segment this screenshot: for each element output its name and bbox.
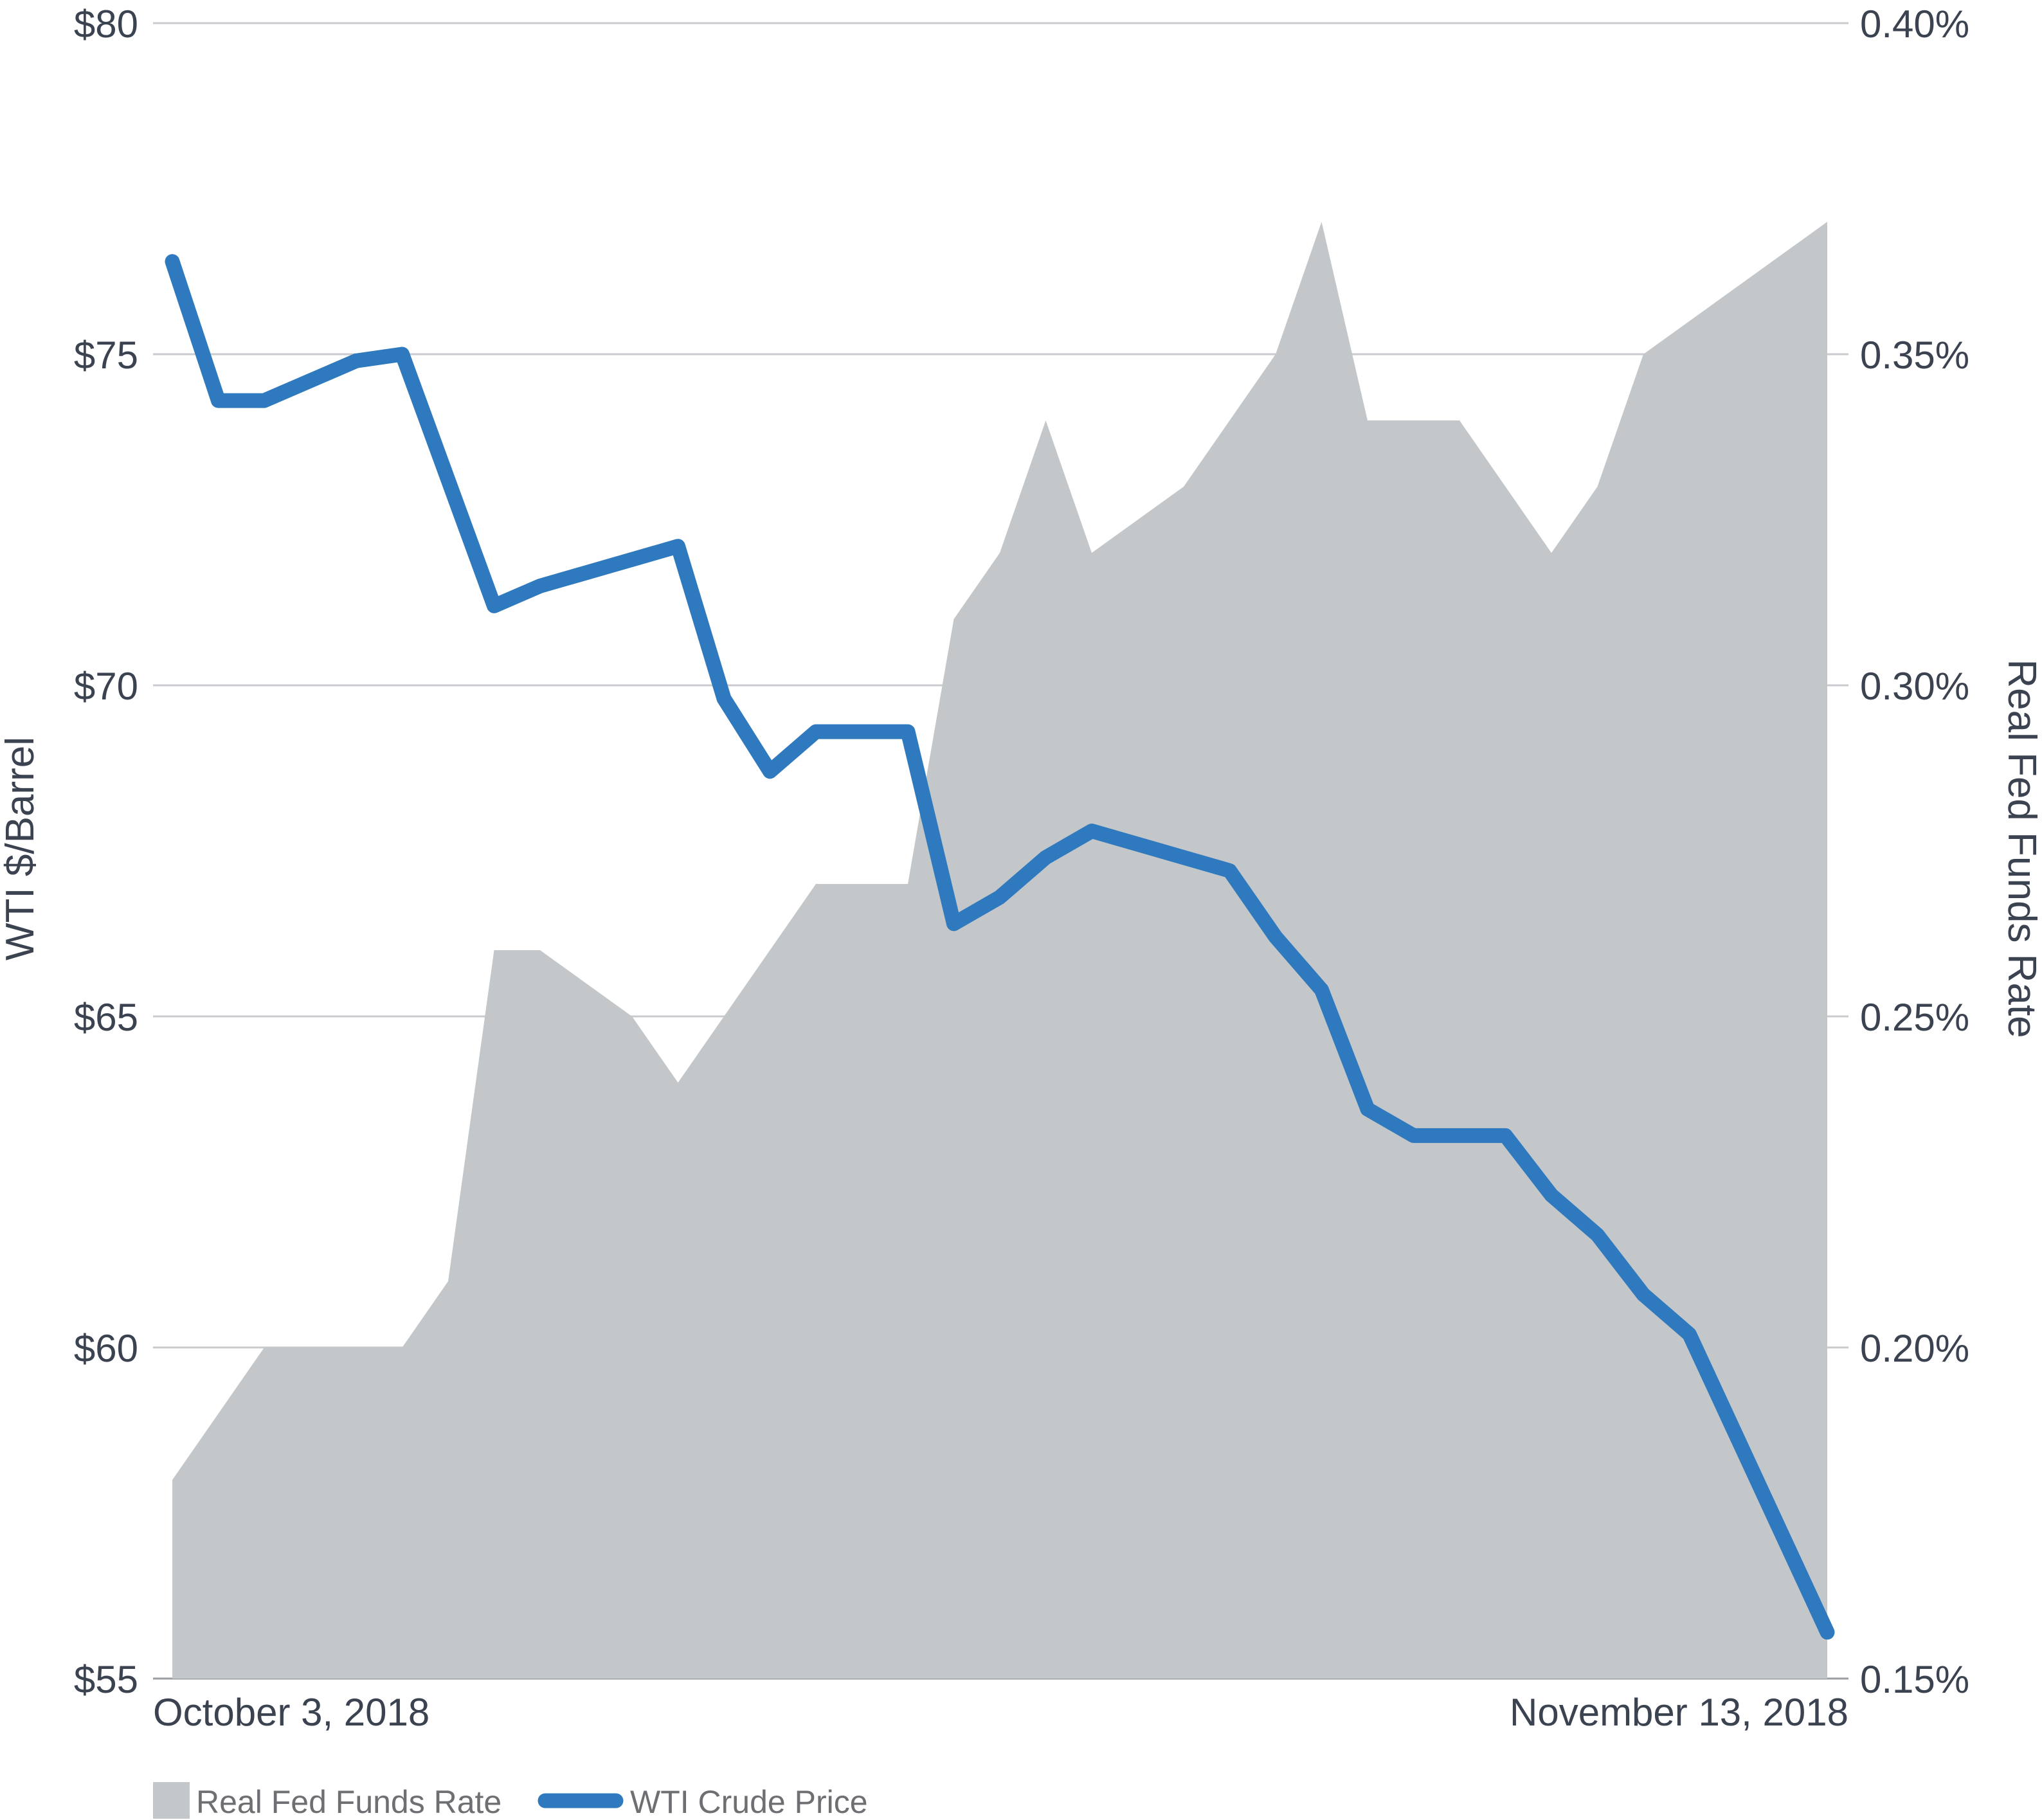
real-fed-funds-rate-area (172, 222, 1827, 1679)
legend: Real Fed Funds Rate WTI Crude Price (153, 1782, 868, 1820)
left-tick-label: $60 (74, 1327, 138, 1370)
left-tick-label: $80 (74, 3, 138, 46)
left-tick-label: $55 (74, 1658, 138, 1701)
left-tick-label: $65 (74, 996, 138, 1039)
left-axis-ticks: $80 $75 $70 $65 $60 $55 (74, 3, 138, 1701)
x-axis-end-label: November 13, 2018 (1510, 1691, 1848, 1734)
right-tick-label: 0.35% (1860, 334, 1969, 377)
right-axis-ticks: 0.40% 0.35% 0.30% 0.25% 0.20% 0.15% (1860, 3, 1969, 1701)
legend-area-swatch (153, 1782, 190, 1819)
wti-crude-price-line (165, 254, 1835, 1640)
right-tick-label: 0.30% (1860, 665, 1969, 708)
left-axis-title: WTI $/Barrel (0, 737, 42, 960)
right-tick-label: 0.25% (1860, 996, 1969, 1039)
legend-area-label: Real Fed Funds Rate (196, 1784, 501, 1820)
left-tick-label: $75 (74, 334, 138, 377)
right-tick-label: 0.15% (1860, 1658, 1969, 1701)
right-tick-label: 0.40% (1860, 3, 1969, 46)
right-tick-label: 0.20% (1860, 1327, 1969, 1370)
right-axis-title: Real Fed Funds Rate (2000, 659, 2042, 1038)
x-axis-start-label: October 3, 2018 (153, 1691, 429, 1734)
left-tick-label: $70 (74, 665, 138, 708)
legend-line-label: WTI Crude Price (630, 1784, 868, 1820)
